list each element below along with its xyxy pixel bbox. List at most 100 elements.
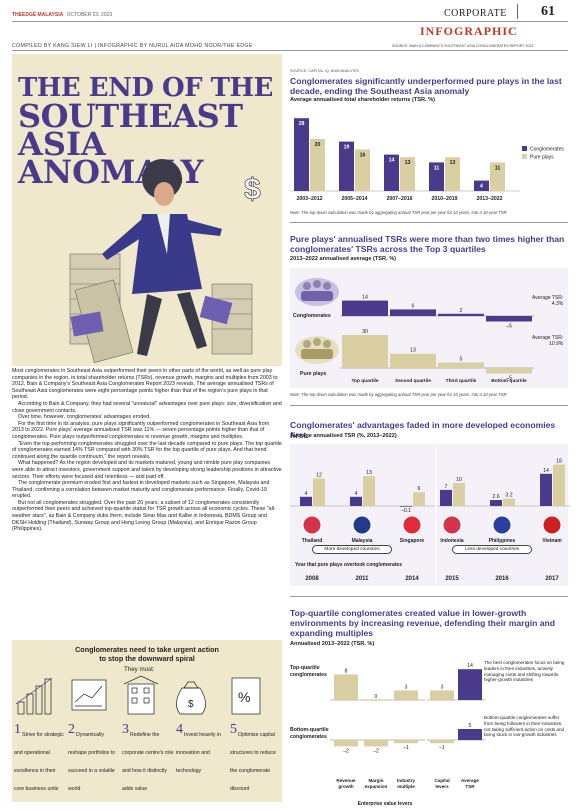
chart4-note2: Bottom-quartile conglomerates suffer fro… — [484, 715, 565, 738]
conglomerate-people-icon — [295, 278, 339, 306]
chart3-year-label: 2016 — [495, 576, 509, 582]
chart4-data-label: –1 — [439, 745, 445, 751]
chart2-bar — [486, 316, 532, 322]
chart1-data-label: 16 — [360, 152, 366, 158]
chart3-country-label: Vietnam — [542, 538, 562, 544]
chart2-bar — [390, 353, 436, 368]
chart2-data-label: 2 — [460, 308, 463, 314]
headline-line-2: SOUTHEAST — [18, 97, 243, 135]
money-bag-icon: $ — [176, 681, 206, 715]
chart4-bar — [394, 740, 418, 744]
chart4-bar — [458, 729, 482, 740]
action-title-line-2: to stop the downward spiral — [99, 654, 195, 663]
hero-illustration: $ — [69, 159, 261, 364]
flag-icon — [492, 515, 512, 535]
chart1-data-label: 4 — [480, 184, 483, 190]
svg-text:$: $ — [188, 699, 194, 710]
step-number: 3 — [122, 722, 129, 737]
chart4-data-label: 8 — [345, 668, 348, 674]
chart4-data-label: 3 — [405, 684, 408, 690]
chart1-data-label: 11 — [495, 165, 501, 171]
chart2-avg2: Average TSR: 10.9% — [532, 335, 563, 347]
step-number: 5 — [230, 722, 237, 737]
chart4-data-label: 5 — [469, 723, 472, 729]
chart-divider — [290, 405, 568, 406]
chart3-data-label: 4 — [355, 491, 358, 497]
chart1-data-label: 14 — [389, 158, 395, 164]
portfolio-chart-icon — [71, 679, 107, 711]
chart4-bar — [334, 674, 358, 700]
chart4-tick-label: Revenue — [336, 778, 356, 783]
chart2-bar — [438, 362, 484, 368]
step-text: Optimise capital structures to reduce th… — [230, 732, 276, 792]
chart3-data-label: 2.6 — [492, 494, 499, 500]
chart2-data-label: 6 — [412, 303, 415, 309]
header-divider — [517, 4, 518, 19]
step-text: Redefine the corporate centre's role and… — [122, 732, 174, 792]
article-body: Most conglomerates in Southeast Asia out… — [12, 368, 282, 533]
chart3-bar — [350, 496, 362, 506]
chart1-tick-label: 2013–2022 — [477, 196, 503, 202]
chart4-tick-label: Average — [461, 778, 479, 783]
issue-date: OCTOBER 23, 2023 — [66, 12, 113, 18]
chart1-bar — [310, 139, 325, 191]
step-4: 4 Invest heavily in innovation and techno… — [176, 723, 228, 777]
chart2-note: Note: The top-down calculation was made … — [290, 392, 507, 397]
chart1-bar — [445, 157, 460, 191]
credits: COMPILED BY KANG SIEW LI | INFOGRAPHIC B… — [12, 43, 253, 49]
chart2-data-label: 5 — [460, 357, 463, 363]
chart1-data-label: 19 — [344, 145, 350, 151]
chart2-svg: 14 6 2 –5 30 13 5 –5 Top quartile Second quartile… — [340, 295, 534, 384]
chart3-data-label: 10 — [456, 477, 462, 483]
page-number: 61 — [541, 4, 555, 19]
chart1-bar — [474, 180, 489, 191]
chart1-data-label: 28 — [299, 121, 305, 127]
chart2-tick-label: Top quartile — [351, 378, 378, 384]
chart1-data-label: 20 — [315, 142, 321, 148]
chart3-year-label: 2015 — [445, 576, 459, 582]
chart4-tick-label: TSR — [465, 784, 475, 789]
chart4-title: Top-quartile conglomerates created value… — [290, 608, 556, 638]
chart1-bar — [429, 162, 444, 191]
body-paragraph: But not all conglomerates struggled. Ove… — [12, 499, 276, 533]
chart4-tick-label: Capital — [434, 778, 449, 783]
step-number: 4 — [176, 722, 183, 737]
step-number: 1 — [14, 722, 21, 737]
avg-label: Average TSR: — [532, 335, 564, 341]
step-3: 3 Redefine the corporate centre's role an… — [122, 723, 174, 795]
section-name: CORPORATE — [444, 8, 507, 19]
chart3-panel — [290, 444, 568, 586]
chart3-data-label: 18 — [556, 459, 562, 465]
step-text: Strive for strategic and operational exc… — [14, 732, 64, 792]
chart2-bar — [486, 368, 532, 374]
chart3-year-label: 2011 — [355, 576, 369, 582]
step-number: 2 — [68, 722, 75, 737]
chart4-bar — [334, 740, 358, 747]
chart1-bar — [400, 157, 415, 191]
body-paragraph: What happened? As the region developed a… — [12, 460, 282, 480]
bar-chart-icon — [15, 677, 53, 715]
chart4-subtitle: Annualised 2013–2022 (TSR, %) — [290, 641, 375, 647]
dollar-icon: $ — [244, 173, 261, 206]
body-paragraph: "Even the top-performing conglomerates s… — [12, 440, 282, 460]
chart2-tick-label: Bottom quartile — [491, 378, 527, 384]
chart3-data-label: 14 — [543, 468, 549, 474]
chart1-source: SOURCE: CAPITAL IQ, BAIN ANALYSIS — [290, 69, 359, 73]
category-label: INFOGRAPHIC — [420, 24, 518, 38]
percent-document-icon: % — [231, 677, 261, 715]
chart3-data-label: 7 — [445, 484, 448, 490]
chart3-svg: 4 12 Thailand 2008 4 13 Malaysia 2011 –0.1 6 Singa… — [290, 446, 570, 584]
chart2-data-label: –5 — [506, 376, 512, 382]
chart1-tick-label: 2007–2016 — [387, 196, 413, 202]
chart1-tick-label: 2010–2019 — [432, 196, 458, 202]
chart3-bar — [440, 489, 452, 506]
masthead: THEEDGE MALAYSIA OCTOBER 23, 2023 — [12, 12, 112, 18]
chart4-row1-label: Top-quartile conglomerates — [290, 665, 327, 678]
chart3-country-label: Malaysia — [352, 538, 373, 544]
chart4-bar — [458, 669, 482, 700]
chart4-data-label: –2 — [343, 748, 349, 754]
levers-label: Enterprise value levers — [357, 801, 413, 807]
chart3-title: Conglomerates' advantages faded in more … — [290, 420, 556, 440]
body-paragraph: According to Bain & Company, they had se… — [12, 400, 282, 414]
